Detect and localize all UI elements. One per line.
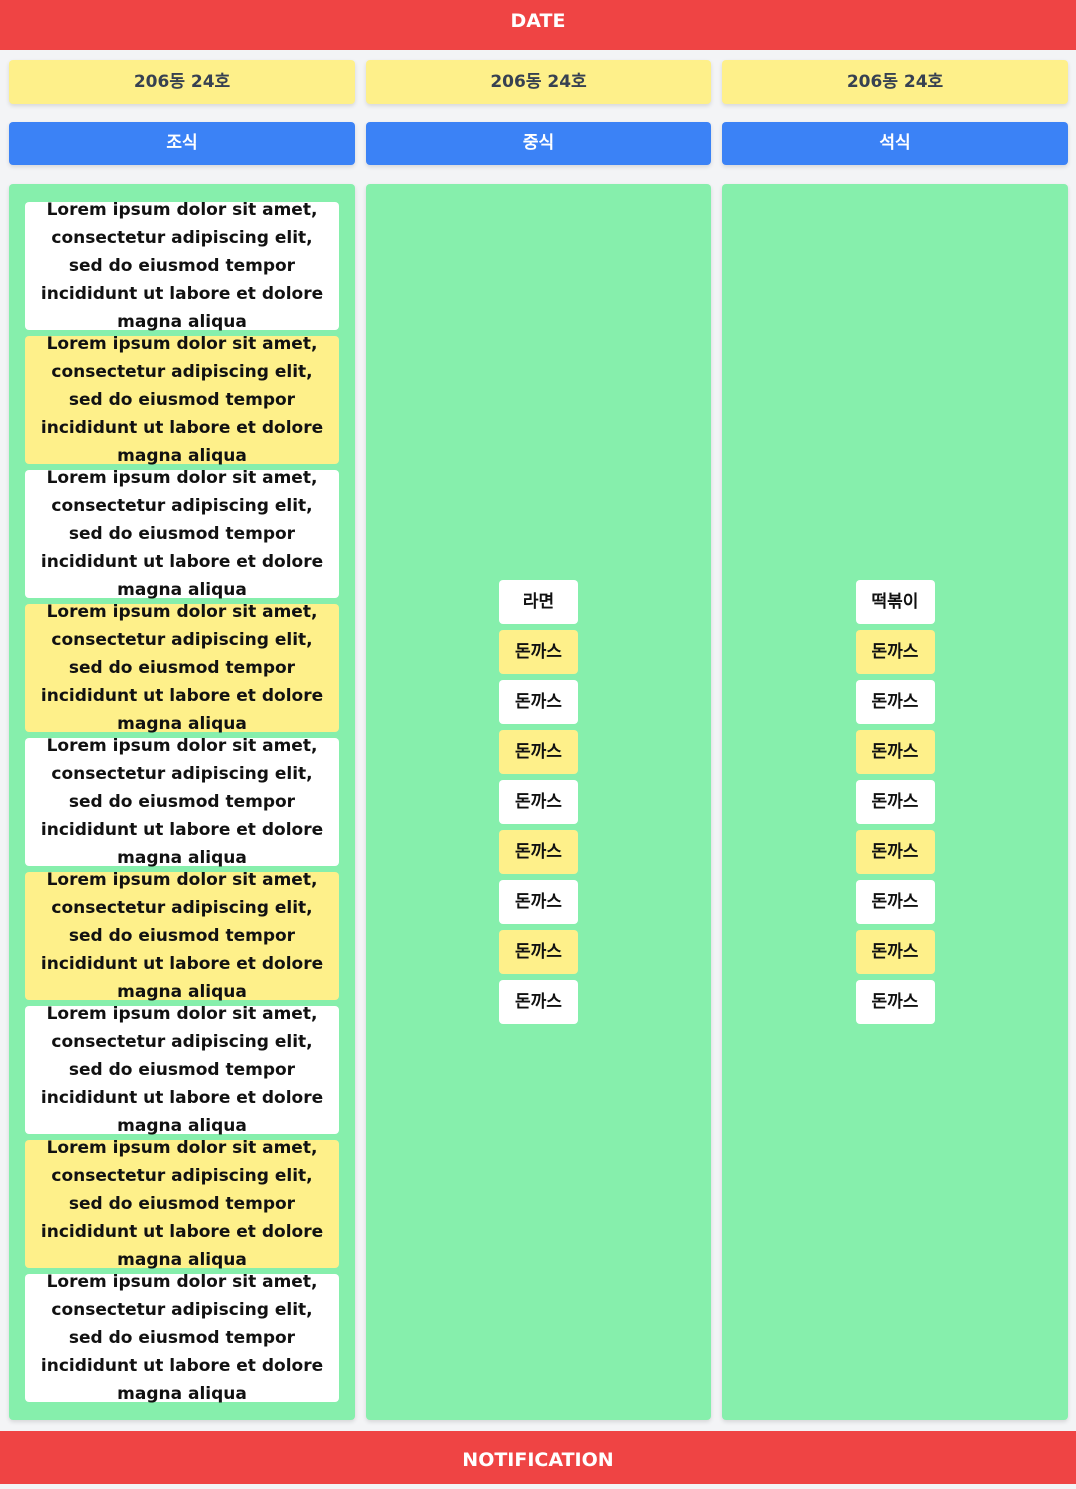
- menu-row: Lorem ipsum dolor sit amet, consectetur …: [0, 184, 1076, 1420]
- menu-item: Lorem ipsum dolor sit amet, consectetur …: [25, 1272, 339, 1404]
- menu-item: Lorem ipsum dolor sit amet, consectetur …: [25, 736, 339, 868]
- meal-label: 중식: [366, 122, 711, 165]
- menu-item: 돈까스: [499, 780, 578, 824]
- menu-item: Lorem ipsum dolor sit amet, consectetur …: [25, 468, 339, 600]
- menu-item: 돈까스: [855, 980, 935, 1024]
- menu-item: 돈까스: [499, 830, 578, 874]
- menu-item: 돈까스: [855, 830, 935, 874]
- menu-panel: 떡볶이 돈까스 돈까스 돈까스 돈까스 돈까스 돈까스 돈까스 돈까스: [722, 184, 1068, 1420]
- meal-label: 석식: [722, 122, 1068, 165]
- menu-panel: Lorem ipsum dolor sit amet, consectetur …: [9, 184, 355, 1420]
- header: DATE: [0, 0, 1076, 50]
- footer: NOTIFICATION: [0, 1431, 1076, 1484]
- menu-item: 돈까스: [499, 980, 578, 1024]
- menu-item: Lorem ipsum dolor sit amet, consectetur …: [25, 602, 339, 734]
- meal-row: 조식 중식 석식: [0, 122, 1076, 165]
- menu-item: 돈까스: [499, 630, 578, 674]
- menu-item: 라면: [499, 580, 578, 624]
- menu-item: 돈까스: [855, 680, 935, 724]
- menu-item: 돈까스: [855, 730, 935, 774]
- menu-item: 돈까스: [499, 730, 578, 774]
- menu-item: 돈까스: [499, 930, 578, 974]
- menu-item: Lorem ipsum dolor sit amet, consectetur …: [25, 870, 339, 1002]
- menu-item: 돈까스: [855, 780, 935, 824]
- menu-item: 돈까스: [499, 880, 578, 924]
- menu-item: 돈까스: [855, 880, 935, 924]
- menu-item: 돈까스: [855, 930, 935, 974]
- unit-label: 206동 24호: [366, 60, 711, 104]
- menu-item: 돈까스: [855, 630, 935, 674]
- menu-panel: 라면 돈까스 돈까스 돈까스 돈까스 돈까스 돈까스 돈까스 돈까스: [366, 184, 711, 1420]
- menu-item: Lorem ipsum dolor sit amet, consectetur …: [25, 200, 339, 332]
- menu-item: Lorem ipsum dolor sit amet, consectetur …: [25, 1004, 339, 1136]
- menu-item: 떡볶이: [855, 580, 935, 624]
- unit-label: 206동 24호: [722, 60, 1068, 104]
- menu-item: Lorem ipsum dolor sit amet, consectetur …: [25, 1138, 339, 1270]
- unit-label: 206동 24호: [9, 60, 355, 104]
- menu-item: Lorem ipsum dolor sit amet, consectetur …: [25, 334, 339, 466]
- meal-label: 조식: [9, 122, 355, 165]
- unit-row: 206동 24호 206동 24호 206동 24호: [0, 60, 1076, 104]
- menu-item: 돈까스: [499, 680, 578, 724]
